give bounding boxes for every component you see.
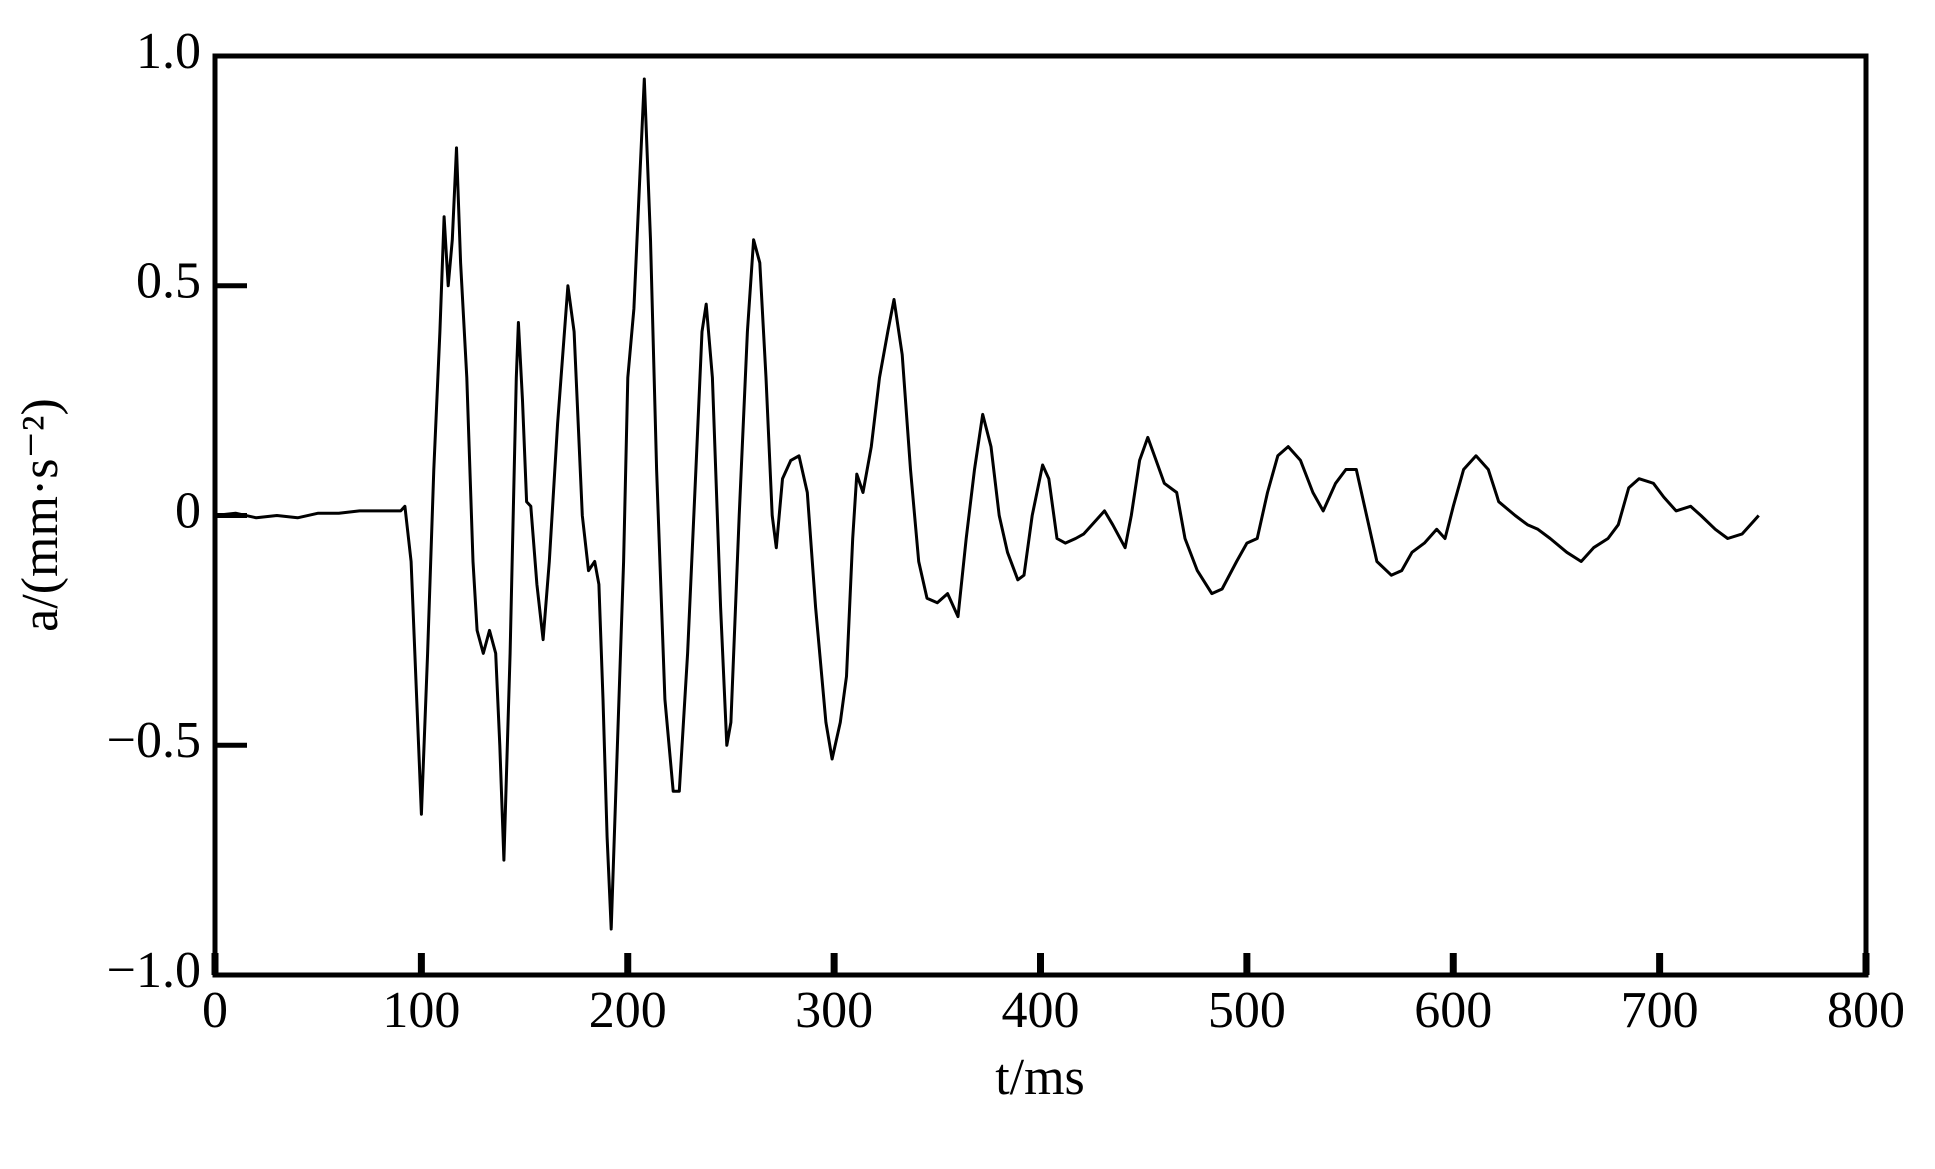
x-axis-label: t/ms bbox=[995, 1049, 1085, 1106]
x-tick-label: 0 bbox=[202, 982, 228, 1039]
x-tick-label: 400 bbox=[1002, 982, 1080, 1039]
y-axis-label: a/(mm·s⁻²) bbox=[12, 398, 69, 632]
signal-line bbox=[214, 77, 1760, 931]
y-tick-label: −0.5 bbox=[107, 712, 201, 769]
y-tick-label: 0 bbox=[175, 482, 201, 539]
y-tick-label: 1.0 bbox=[136, 23, 201, 80]
x-tick-label: 300 bbox=[795, 982, 873, 1039]
y-tick-label: −1.0 bbox=[107, 942, 201, 999]
x-tick-label: 800 bbox=[1827, 982, 1905, 1039]
x-tick-label: 700 bbox=[1621, 982, 1699, 1039]
y-tick-label: 0.5 bbox=[136, 253, 201, 310]
x-tick-label: 200 bbox=[589, 982, 667, 1039]
x-tick-label: 600 bbox=[1414, 982, 1492, 1039]
x-tick-label: 100 bbox=[382, 982, 460, 1039]
x-tick-label: 500 bbox=[1208, 982, 1286, 1039]
plot-frame bbox=[212, 53, 1869, 978]
